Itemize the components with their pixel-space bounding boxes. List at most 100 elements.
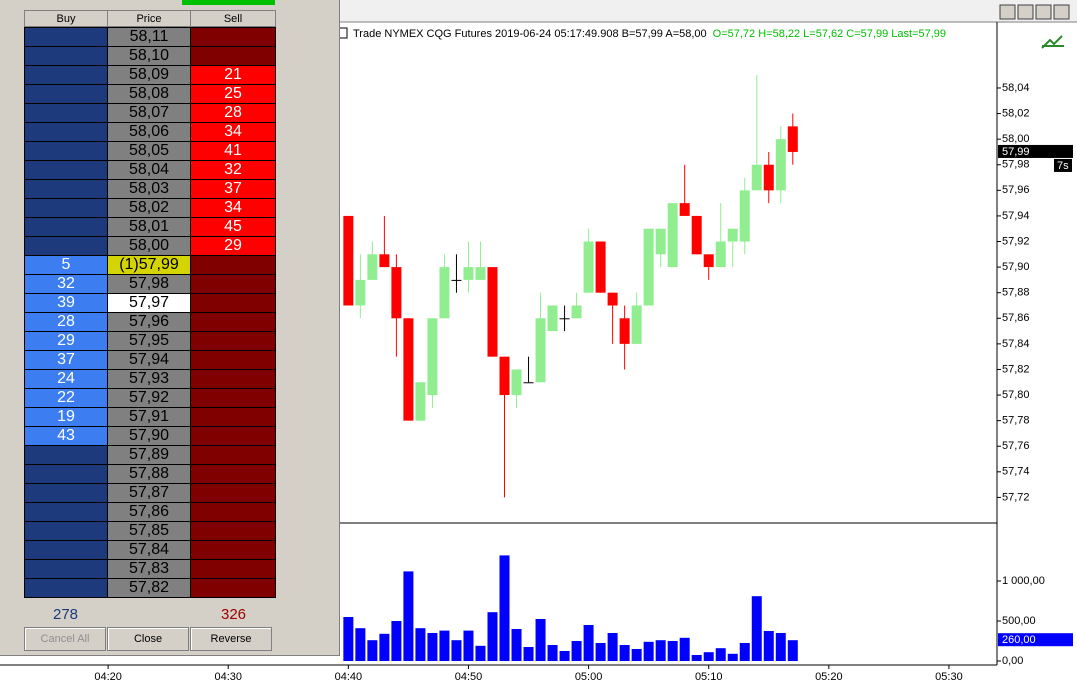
button[interactable]: Reverse bbox=[190, 627, 272, 651]
buy-cell[interactable] bbox=[24, 483, 108, 503]
buy-cell[interactable] bbox=[24, 502, 108, 522]
indicator-icon[interactable] bbox=[1041, 35, 1064, 49]
y-tick-label: 57,90 bbox=[1002, 261, 1030, 273]
minimize-button[interactable] bbox=[1017, 4, 1034, 20]
volume-bar bbox=[415, 628, 426, 661]
y-tick-label: 57,80 bbox=[1002, 389, 1030, 401]
sell-cell[interactable] bbox=[190, 274, 276, 294]
volume-bar bbox=[475, 645, 486, 661]
sell-cell[interactable]: 45 bbox=[190, 217, 276, 237]
sell-cell[interactable]: 28 bbox=[190, 103, 276, 123]
maximize-button[interactable] bbox=[1035, 4, 1052, 20]
price-cell: 57,83 bbox=[107, 559, 191, 579]
chart-subtitle: O=57,72 H=58,22 L=57,62 C=57,99 Last=57,… bbox=[713, 28, 946, 40]
sell-cell[interactable] bbox=[190, 426, 276, 446]
buy-cell[interactable]: 37 bbox=[24, 350, 108, 370]
candle-body bbox=[415, 382, 426, 421]
sell-cell[interactable] bbox=[190, 46, 276, 66]
sell-cell[interactable] bbox=[190, 445, 276, 465]
sell-cell[interactable] bbox=[190, 27, 276, 47]
last-price-label: 57,99 bbox=[1002, 146, 1030, 158]
price-cell: 58,11 bbox=[107, 27, 191, 47]
buy-cell[interactable] bbox=[24, 540, 108, 560]
buy-cell[interactable] bbox=[24, 217, 108, 237]
sell-cell[interactable]: 21 bbox=[190, 65, 276, 85]
buy-cell[interactable]: 28 bbox=[24, 312, 108, 332]
volume-bar bbox=[679, 637, 690, 661]
price-cell: 57,95 bbox=[107, 331, 191, 351]
buy-cell[interactable] bbox=[24, 160, 108, 180]
buy-cell[interactable] bbox=[24, 179, 108, 199]
sell-cell[interactable]: 32 bbox=[190, 160, 276, 180]
buy-cell[interactable] bbox=[24, 578, 108, 598]
price-cell: 58,07 bbox=[107, 103, 191, 123]
candle-body bbox=[787, 126, 798, 152]
buy-cell[interactable] bbox=[24, 65, 108, 85]
volume-bar bbox=[763, 631, 774, 661]
volume-bar bbox=[631, 649, 642, 661]
sell-cell[interactable] bbox=[190, 483, 276, 503]
dom-panel: Buy Price Sell 58,11 58,10 58,09 21 58,08 25 58,0… bbox=[0, 0, 340, 656]
candle-body bbox=[403, 318, 414, 421]
buy-cell[interactable]: 43 bbox=[24, 426, 108, 446]
buy-cell[interactable]: 24 bbox=[24, 369, 108, 389]
sell-cell[interactable]: 25 bbox=[190, 84, 276, 104]
buy-cell[interactable] bbox=[24, 141, 108, 161]
sell-cell[interactable] bbox=[190, 369, 276, 389]
sell-cell[interactable] bbox=[190, 312, 276, 332]
y-tick-label: 57,98 bbox=[1002, 159, 1030, 171]
buy-cell[interactable] bbox=[24, 103, 108, 123]
x-tick-label: 04:20 bbox=[94, 671, 122, 683]
sell-cell[interactable]: 29 bbox=[190, 236, 276, 256]
sell-cell[interactable]: 41 bbox=[190, 141, 276, 161]
sell-cell[interactable] bbox=[190, 464, 276, 484]
buy-cell[interactable]: 5 bbox=[24, 255, 108, 275]
sell-total: 326 bbox=[220, 606, 247, 623]
sell-cell[interactable] bbox=[190, 540, 276, 560]
candle-body bbox=[487, 267, 498, 357]
sell-cell[interactable] bbox=[190, 559, 276, 579]
volume-bar bbox=[619, 645, 630, 661]
buy-cell[interactable] bbox=[24, 27, 108, 47]
candle-body bbox=[499, 356, 510, 396]
sell-cell[interactable] bbox=[190, 502, 276, 522]
volume-bar bbox=[535, 619, 546, 661]
candle-body bbox=[703, 254, 714, 268]
sell-cell[interactable] bbox=[190, 255, 276, 275]
buy-cell[interactable] bbox=[24, 445, 108, 465]
buy-cell[interactable]: 32 bbox=[24, 274, 108, 294]
sell-cell[interactable] bbox=[190, 293, 276, 313]
sell-cell[interactable] bbox=[190, 350, 276, 370]
buy-cell[interactable] bbox=[24, 236, 108, 256]
buy-cell[interactable] bbox=[24, 464, 108, 484]
sell-cell[interactable] bbox=[190, 578, 276, 598]
sell-cell[interactable] bbox=[190, 388, 276, 408]
x-tick-label: 04:30 bbox=[214, 671, 242, 683]
buy-cell[interactable]: 39 bbox=[24, 293, 108, 313]
buy-cell[interactable] bbox=[24, 84, 108, 104]
buy-cell[interactable]: 29 bbox=[24, 331, 108, 351]
buy-cell[interactable] bbox=[24, 122, 108, 142]
buy-cell[interactable] bbox=[24, 46, 108, 66]
checkbox[interactable] bbox=[338, 27, 348, 39]
candle-body bbox=[343, 215, 354, 306]
sell-cell[interactable]: 34 bbox=[190, 198, 276, 218]
buy-cell[interactable]: 22 bbox=[24, 388, 108, 408]
x-tick-label: 05:10 bbox=[695, 671, 723, 683]
buy-cell[interactable] bbox=[24, 198, 108, 218]
sell-cell[interactable]: 37 bbox=[190, 179, 276, 199]
sell-cell[interactable] bbox=[190, 407, 276, 427]
buy-cell[interactable] bbox=[24, 559, 108, 579]
candle-body bbox=[427, 318, 438, 396]
restore-button[interactable] bbox=[999, 4, 1016, 20]
sell-cell[interactable] bbox=[190, 521, 276, 541]
buy-cell[interactable]: 19 bbox=[24, 407, 108, 427]
volume-bar bbox=[463, 630, 474, 661]
sell-cell[interactable] bbox=[190, 331, 276, 351]
close-button[interactable] bbox=[1053, 4, 1070, 20]
candle-body bbox=[691, 215, 702, 255]
buy-cell[interactable] bbox=[24, 521, 108, 541]
button[interactable]: Close bbox=[107, 627, 189, 651]
sell-cell[interactable]: 34 bbox=[190, 122, 276, 142]
